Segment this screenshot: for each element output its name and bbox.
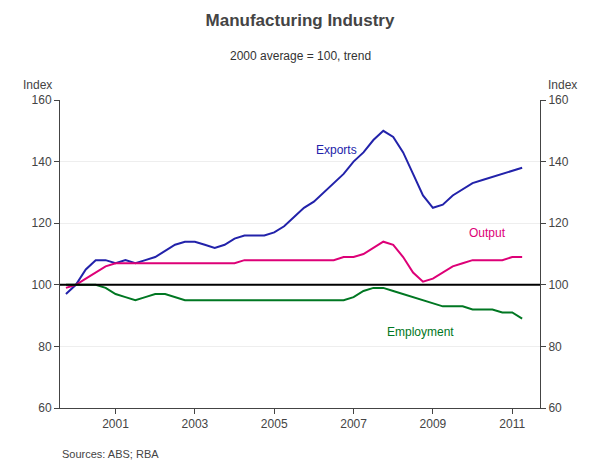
svg-text:Exports: Exports [316, 143, 357, 157]
svg-text:2007: 2007 [340, 417, 367, 431]
svg-text:140: 140 [32, 155, 52, 169]
svg-text:60: 60 [548, 401, 562, 415]
svg-text:Index: Index [23, 78, 52, 92]
svg-text:140: 140 [548, 155, 568, 169]
svg-text:2009: 2009 [420, 417, 447, 431]
svg-text:Sources: ABS; RBA: Sources: ABS; RBA [62, 448, 159, 460]
svg-text:100: 100 [548, 278, 568, 292]
svg-text:2005: 2005 [261, 417, 288, 431]
svg-text:160: 160 [548, 93, 568, 107]
svg-text:80: 80 [38, 340, 52, 354]
svg-text:80: 80 [548, 340, 562, 354]
svg-text:2003: 2003 [182, 417, 209, 431]
svg-text:120: 120 [548, 216, 568, 230]
svg-text:Manufacturing Industry: Manufacturing Industry [206, 11, 395, 30]
svg-text:Output: Output [469, 226, 506, 240]
svg-text:160: 160 [32, 93, 52, 107]
svg-text:Index: Index [548, 78, 577, 92]
svg-text:2011: 2011 [499, 417, 525, 431]
svg-text:2001: 2001 [102, 417, 129, 431]
svg-text:2000 average = 100, trend: 2000 average = 100, trend [230, 49, 371, 63]
svg-text:Employment: Employment [387, 325, 454, 339]
svg-text:60: 60 [38, 401, 52, 415]
svg-text:120: 120 [32, 216, 52, 230]
svg-text:100: 100 [32, 278, 52, 292]
